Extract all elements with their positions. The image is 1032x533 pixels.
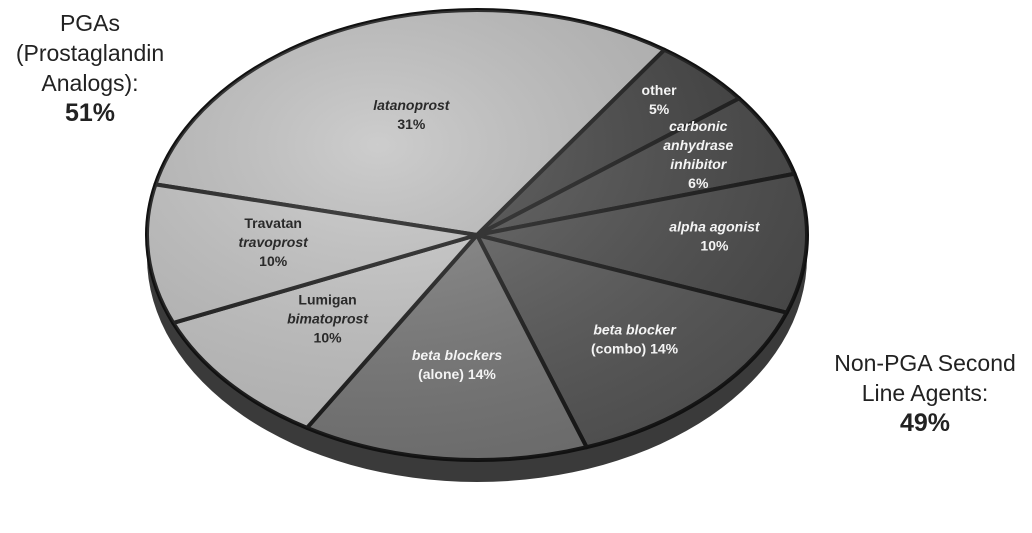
slice-label-line: 10% [314, 330, 343, 346]
nonpga-label-pct: 49% [899, 409, 951, 437]
slice-label-line: other [642, 82, 678, 98]
slice-label-line: Lumigan [298, 292, 356, 308]
slice-label-line: bimatoprost [287, 311, 369, 327]
slice-label-line: 31% [397, 116, 426, 132]
pie-labels: latanoprost 31% other 5%carbonic anhydrase in… [239, 82, 761, 382]
slice-label-line: alpha agonist [669, 219, 761, 235]
slice-label-line: 6% [688, 175, 709, 191]
slice-label-line: anhydrase [663, 137, 733, 153]
slice-label-line: Travatan [244, 215, 302, 231]
slice-label-line: 10% [259, 253, 288, 269]
pga-label-line3: Analogs): [41, 70, 139, 96]
nonpga-label-line2: Line Agents: [861, 380, 989, 406]
slice-label-line: travoprost [239, 234, 310, 250]
slice-label-line: (alone) 14% [418, 366, 496, 382]
pga-label-line1: PGAs [59, 10, 121, 36]
slice-label-line: beta blockers [412, 347, 502, 363]
slice-label-travatan-travoprost: Travatan travoprost 10% [239, 215, 310, 269]
slice-label-line: 5% [649, 101, 670, 117]
slice-label-line: (combo) 14% [591, 340, 679, 356]
slice-label-line: latanoprost [373, 97, 451, 113]
slice-label-line: 10% [700, 238, 729, 254]
slice-label-other: other 5% [642, 82, 678, 117]
pga-label-line2: (Prostaglandin [15, 40, 165, 66]
pga-label-pct: 51% [64, 99, 116, 127]
slice-label-beta-blockers-alone-: beta blockers (alone) 14% [412, 347, 502, 382]
slice-label-alpha-agonist: alpha agonist 10% [669, 219, 761, 254]
slice-label-carbonic-anhydrase-inhibitor: carbonic anhydrase inhibitor 6% [663, 118, 733, 191]
pga-group-label: PGAs (Prostaglandin Analogs): 51% [0, 8, 180, 128]
nonpga-group-label: Non-PGA Second Line Agents: 49% [820, 348, 1030, 438]
slice-label-latanoprost: latanoprost 31% [373, 97, 451, 132]
slice-label-line: beta blocker [593, 321, 677, 337]
nonpga-label-line1: Non-PGA Second [834, 350, 1016, 376]
slice-label-line: inhibitor [670, 156, 728, 172]
slice-label-lumigan-bimatoprost: Lumigan bimatoprost 10% [287, 292, 369, 346]
slice-label-beta-blocker-combo-: beta blocker (combo) 14% [591, 321, 679, 356]
slice-label-line: carbonic [669, 118, 728, 134]
